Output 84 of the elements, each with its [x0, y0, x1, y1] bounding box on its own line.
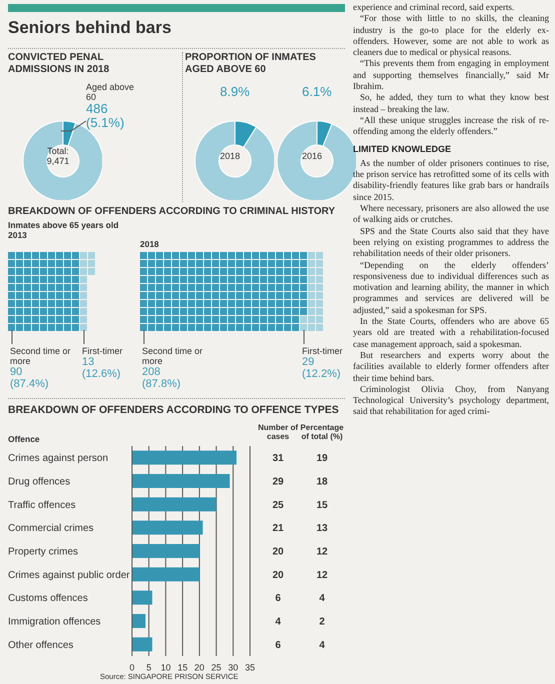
y-tick-label: Other offences: [8, 640, 74, 651]
data-label: 20: [272, 570, 284, 581]
text: 2018: [140, 239, 159, 249]
bar: [132, 637, 152, 652]
bar: [132, 544, 200, 558]
x-tick-label: 0: [129, 662, 135, 672]
text: Where necessary, prisoners are also allowed the use of walking aids or crutches.: [353, 203, 549, 224]
data-label: 13 (12.6%): [82, 356, 121, 380]
data-label: 208 (87.8%): [142, 366, 181, 390]
x-tick-label: 10: [160, 662, 171, 672]
x-tick-label: 20: [194, 662, 204, 672]
y-tick-label: Crimes against public order: [8, 570, 130, 581]
category-label: First-timer: [82, 346, 122, 356]
data-label: 20: [272, 546, 284, 558]
bar: [132, 614, 146, 628]
slice-label: Aged above 60: [86, 82, 134, 102]
chart-title: CONVICTED PENAL ADMISSIONS IN 2018: [8, 52, 110, 75]
y-tick-label: Property crimes: [8, 546, 78, 558]
y-tick-label: Drug offences: [8, 476, 70, 488]
chart-title: BREAKDOWN OF OFFENDERS ACCORDING TO OFFENCE TYPES: [8, 404, 339, 416]
text: Total: 9,471: [46, 146, 70, 166]
bar: [132, 450, 237, 465]
data-label: 8.9%: [220, 84, 250, 99]
text: As the number of older prisoners continues to rise, the prison service has retrofitted some of its cells with disability-friendly features like grab bars or handrails since 2015.: [353, 158, 549, 202]
text: BREAKDOWN OF OFFENDERS ACCORDING TO CRIMINAL HISTORY: [8, 206, 336, 217]
y-tick-label: Immigration offences: [8, 616, 101, 628]
text: 2: [319, 616, 326, 628]
text: So, he added, they turn to what they know best instead – breaking the law.: [353, 92, 549, 114]
text: 12: [316, 570, 328, 581]
text: 13: [316, 523, 328, 534]
text: “Depending on the elderly offenders’ responsiveness due to individual differences such as motivation and learning ability, the manner in which programmes and services are delivered will be adjusted,” said a spokesman for SPS.: [353, 260, 549, 315]
text: SPS and the State Courts also said that they have been relying on existing programmes to address the rehabilitation needs of their older prisoners.: [353, 226, 549, 258]
x-tick-label: 30: [228, 662, 238, 672]
text: Criminologist Olivia Choy, from Nanyang Technological University’s psychology department, said that rehabilitation for aged crimi-: [353, 384, 549, 416]
data-label: 29 (12.2%): [302, 356, 341, 380]
donut-slice: [194, 120, 274, 200]
y-tick-label: Commercial crimes: [8, 523, 94, 534]
text: In the State Courts, offenders who are above 65 years old are treated with a rehabilitation-focused case management approach, said a spokesman.: [353, 316, 549, 349]
bar: [132, 590, 152, 605]
bar: [132, 520, 203, 535]
x-tick-label: 15: [178, 662, 188, 672]
text: Number of cases: [258, 423, 298, 441]
text: LIMITED KNOWLEDGE: [353, 144, 451, 154]
text: Seniors behind bars: [8, 18, 172, 37]
data-label: 6: [275, 640, 282, 651]
text: 12: [316, 546, 328, 558]
text: experience and criminal record, said experts.: [353, 2, 514, 12]
bar: [132, 567, 200, 582]
data-label: 6: [275, 593, 282, 604]
text: 2016: [302, 151, 322, 161]
x-tick-label: 35: [244, 662, 256, 672]
category-label: First-timer: [302, 346, 342, 356]
text: 2018: [220, 151, 240, 161]
text: Percentage of total (%): [300, 423, 344, 441]
bar: [132, 497, 216, 512]
chart-title: PROPORTION OF INMATES AGED ABOVE 60: [185, 52, 316, 75]
data-label: 4: [275, 616, 282, 628]
x-tick-label: 25: [211, 662, 222, 672]
text: Inmates above 65 years old: [8, 220, 119, 230]
text: 15: [316, 500, 328, 511]
text: “All these unique struggles increase the risk of re-offending among the elderly offenders.”: [353, 114, 549, 136]
text: “For those with little to no skills, the cleaning industry is the go-to place for the elderly ex-offenders. However, some are not able to work as cleaners due to medical or physical reasons.: [353, 13, 549, 58]
data-label: 31: [272, 453, 284, 464]
data-label: 29: [272, 476, 284, 488]
text: 2013: [8, 230, 27, 240]
bar: [132, 474, 230, 488]
category-label: Second time or more: [10, 346, 71, 366]
text: 19: [316, 453, 328, 464]
text: But researchers and experts worry about the facilities available to elderly former offenders after their time behind bars.: [353, 350, 549, 382]
data-label: 90 (87.4%): [10, 366, 49, 390]
category-label: Second time or more: [142, 346, 203, 366]
x-tick-label: 5: [146, 662, 152, 672]
y-tick-label: Customs offences: [8, 593, 88, 604]
text: 4: [319, 593, 326, 604]
data-label: 486 (5.1%): [86, 101, 124, 130]
text: “This prevents them from engaging in employment and supporting themselves financially,” said Mr Ibrahim.: [353, 58, 549, 92]
text: 18: [316, 476, 328, 488]
y-tick-label: Traffic offences: [8, 500, 76, 511]
y-tick-label: Crimes against person: [8, 453, 108, 464]
data-label: 21: [272, 523, 284, 534]
text: Offence: [8, 434, 40, 444]
text: 4: [319, 640, 326, 651]
data-label: 25: [272, 500, 284, 511]
data-label: 6.1%: [302, 84, 332, 99]
